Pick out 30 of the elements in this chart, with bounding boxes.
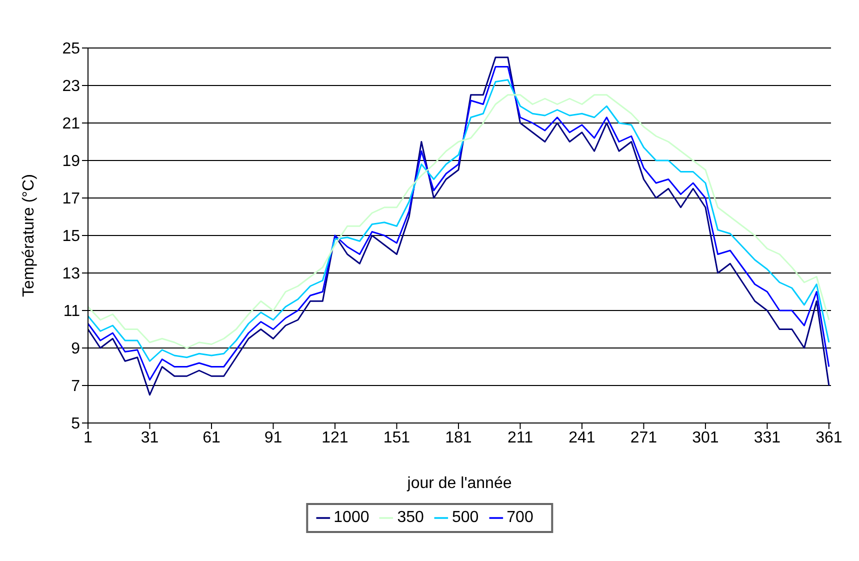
y-tick-label: 5 xyxy=(71,416,80,433)
x-tick-label: 331 xyxy=(754,429,781,446)
legend-label: 1000 xyxy=(334,509,370,526)
y-tick-label: 21 xyxy=(62,116,80,133)
y-tick-label: 13 xyxy=(62,266,80,283)
x-tick-label: 61 xyxy=(202,429,220,446)
legend-label: 500 xyxy=(452,509,479,526)
y-tick-label: 7 xyxy=(71,378,80,396)
x-tick-label: 31 xyxy=(140,429,159,446)
y-tick-label: 11 xyxy=(63,303,80,320)
x-tick-label: 181 xyxy=(445,429,472,446)
legend-label: 350 xyxy=(397,509,424,526)
x-tick-label: 301 xyxy=(692,429,719,446)
y-tick-label: 25 xyxy=(62,40,80,58)
x-tick-label: 271 xyxy=(630,429,658,446)
legend-label: 700 xyxy=(506,509,534,526)
x-tick-label: 91 xyxy=(264,429,282,446)
y-axis-title: Température (°C) xyxy=(20,174,38,297)
x-tick-label: 241 xyxy=(568,429,596,446)
y-tick-label: 23 xyxy=(62,78,80,96)
x-tick-label: 151 xyxy=(383,429,410,446)
x-axis-title: jour de l'année xyxy=(406,475,512,492)
y-tick-label: 9 xyxy=(71,340,80,358)
y-tick-label: 19 xyxy=(62,153,80,170)
x-tick-label: 1 xyxy=(84,429,93,446)
x-tick-label: 121 xyxy=(322,429,348,446)
x-tick-label: 211 xyxy=(507,429,534,446)
y-tick-label: 15 xyxy=(62,228,80,246)
y-tick-label: 17 xyxy=(62,190,80,208)
x-tick-label: 361 xyxy=(816,429,842,446)
